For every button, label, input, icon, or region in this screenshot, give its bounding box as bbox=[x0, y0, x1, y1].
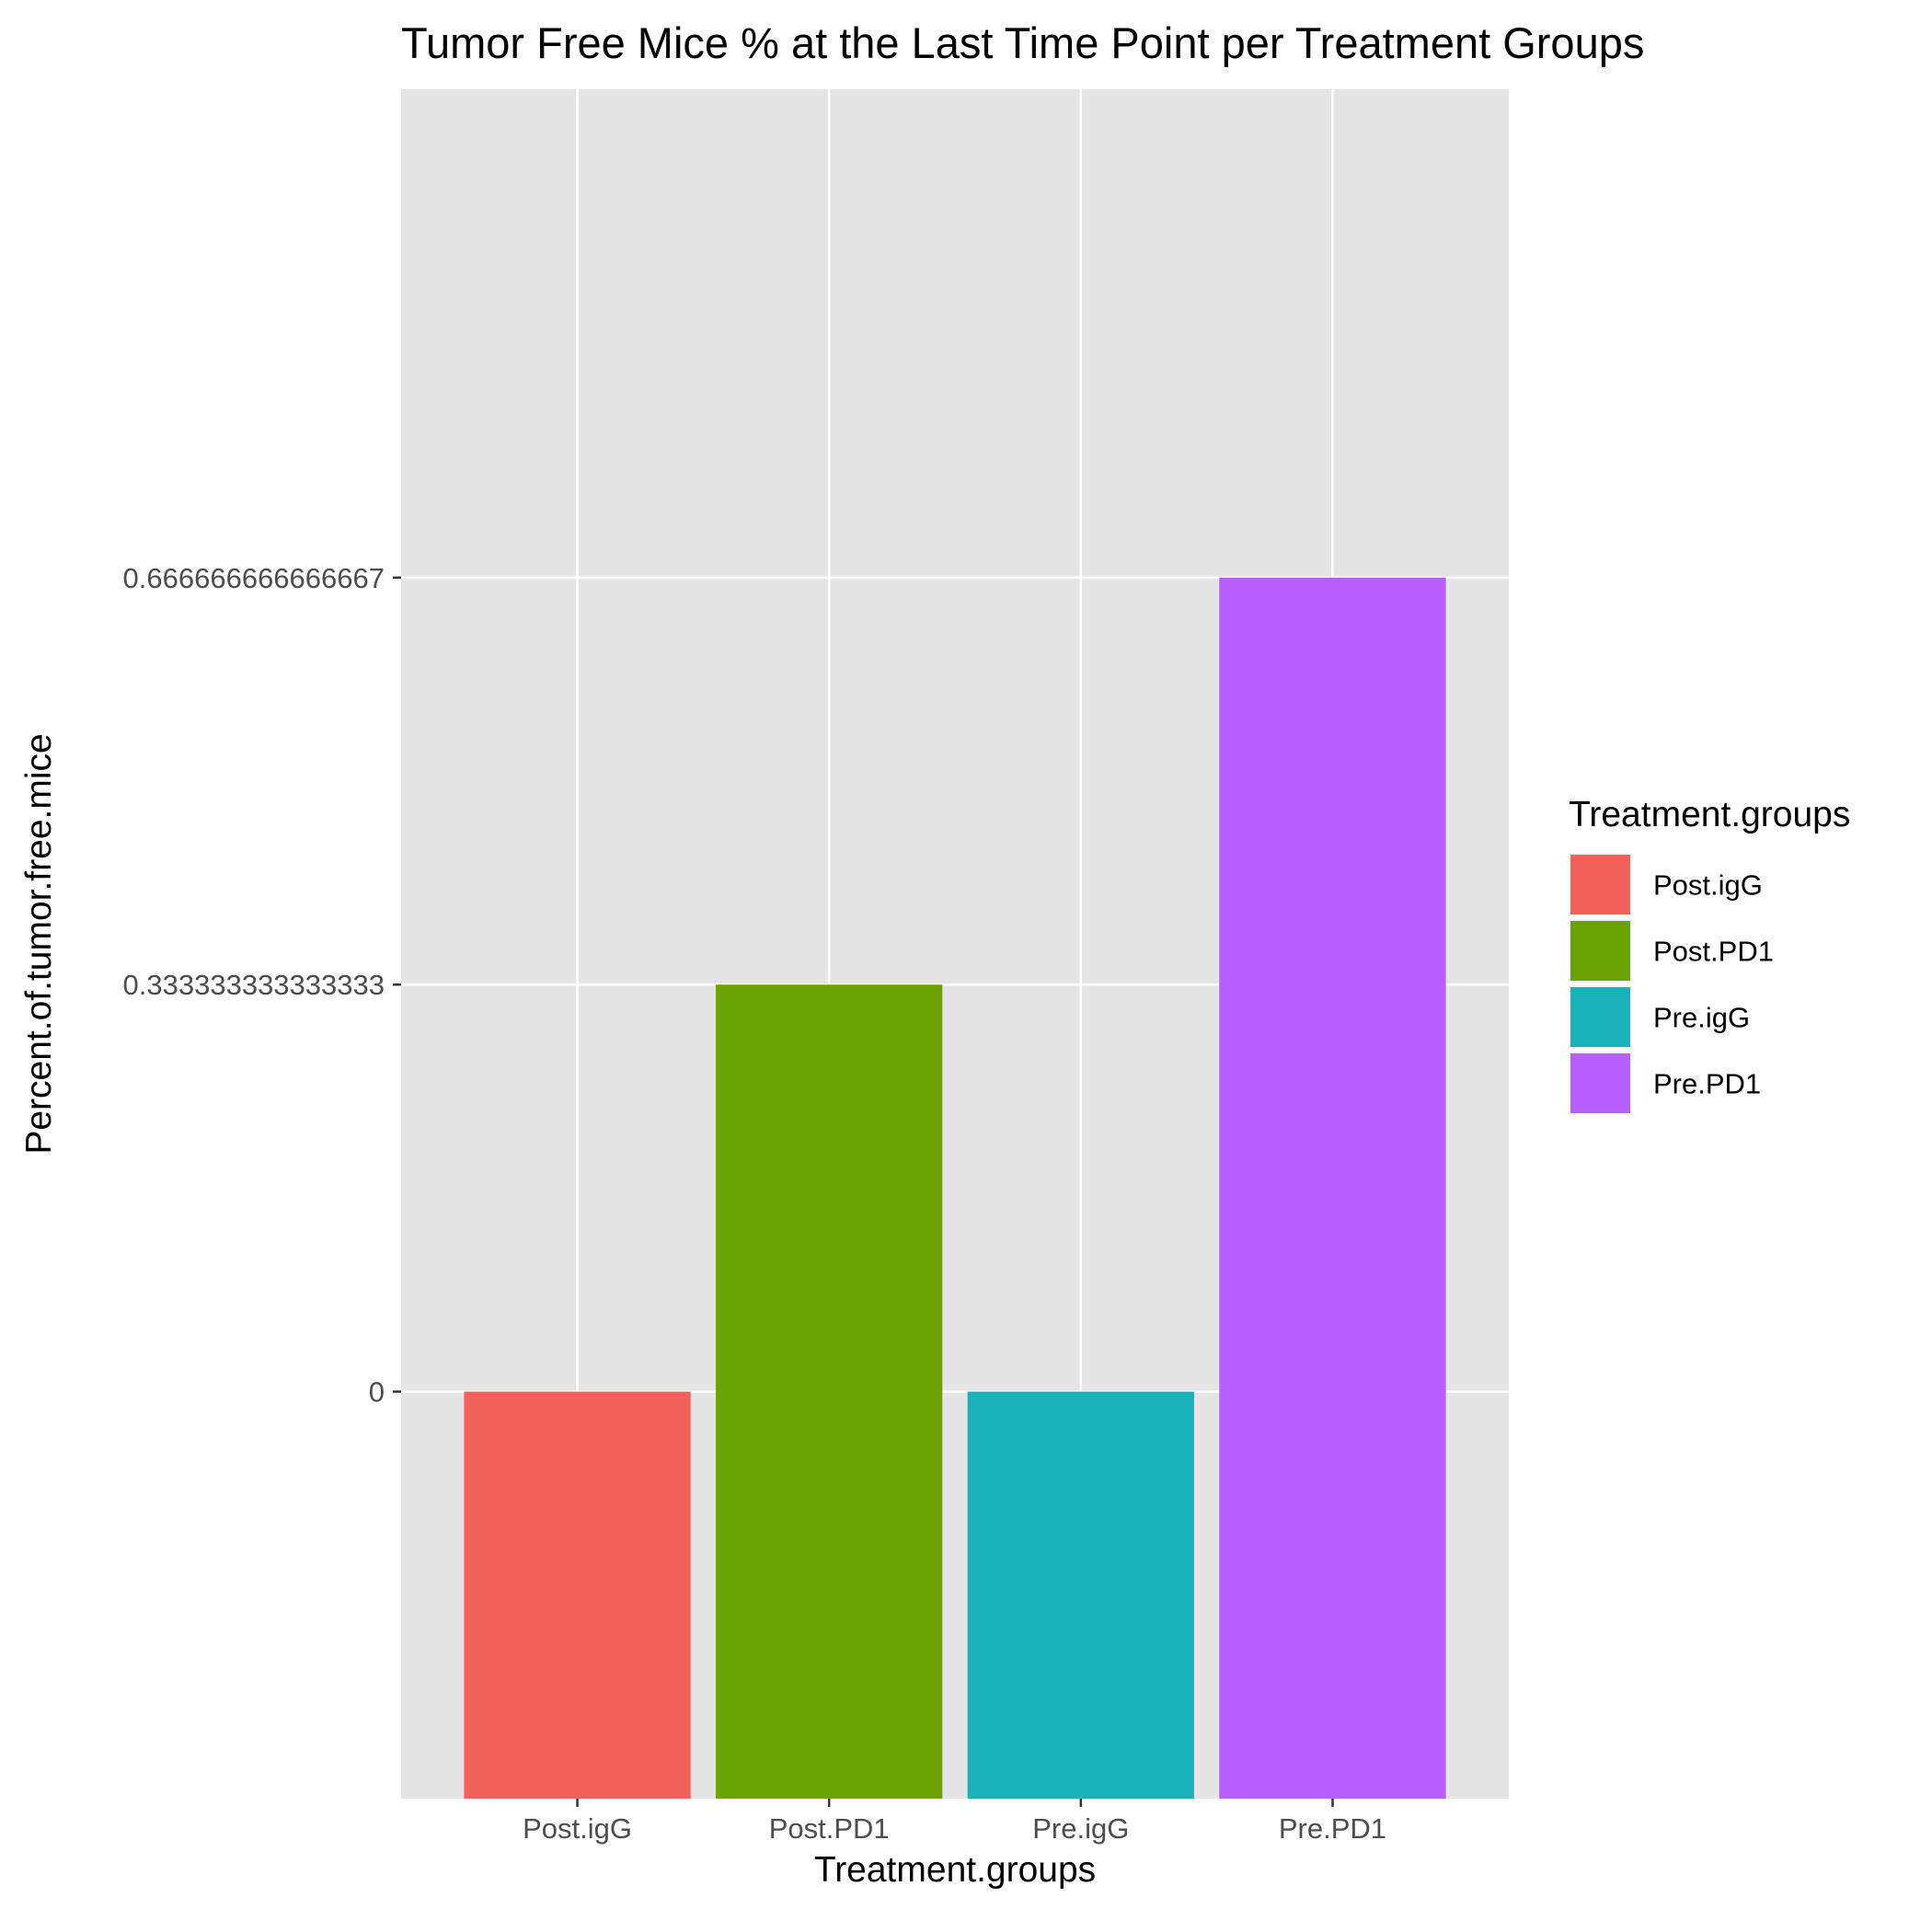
legend-swatch bbox=[1570, 1053, 1630, 1113]
y-tick-label: 0 bbox=[369, 1376, 385, 1409]
legend-swatch bbox=[1570, 921, 1630, 981]
legend-label: Pre.igG bbox=[1653, 1002, 1750, 1034]
legend-swatch bbox=[1570, 987, 1630, 1047]
legend-label: Pre.PD1 bbox=[1653, 1068, 1761, 1100]
bar-post-igg bbox=[464, 1391, 691, 1799]
y-axis-title: Percent.of.tumor.free.mice bbox=[19, 733, 59, 1154]
x-tick-label: Post.igG bbox=[523, 1812, 632, 1845]
y-axis: 0 0.333333333333333 0.666666666666667 bbox=[123, 562, 401, 1409]
y-tick-label: 0.333333333333333 bbox=[123, 969, 385, 1001]
bar-pre-pd1 bbox=[1219, 577, 1446, 1799]
legend-swatch bbox=[1570, 855, 1630, 914]
y-tick-label: 0.666666666666667 bbox=[123, 562, 385, 594]
x-tick-label: Pre.igG bbox=[1032, 1812, 1129, 1845]
bar-post-pd1 bbox=[716, 984, 943, 1799]
legend-label: Post.igG bbox=[1653, 869, 1763, 902]
bar-pre-igg bbox=[967, 1391, 1194, 1799]
bars bbox=[464, 577, 1446, 1799]
x-tick-label: Pre.PD1 bbox=[1279, 1812, 1386, 1845]
x-tick-label: Post.PD1 bbox=[769, 1812, 890, 1845]
chart-title: Tumor Free Mice % at the Last Time Point… bbox=[401, 18, 1644, 67]
x-axis-title: Treatment.groups bbox=[814, 1850, 1096, 1890]
x-axis: Post.igG Post.PD1 Pre.igG Pre.PD1 bbox=[523, 1799, 1386, 1845]
legend: Treatment.groups Post.igG Post.PD1 Pre.igG… bbox=[1569, 795, 1850, 1115]
legend-title: Treatment.groups bbox=[1569, 795, 1850, 834]
legend-label: Post.PD1 bbox=[1653, 936, 1774, 968]
